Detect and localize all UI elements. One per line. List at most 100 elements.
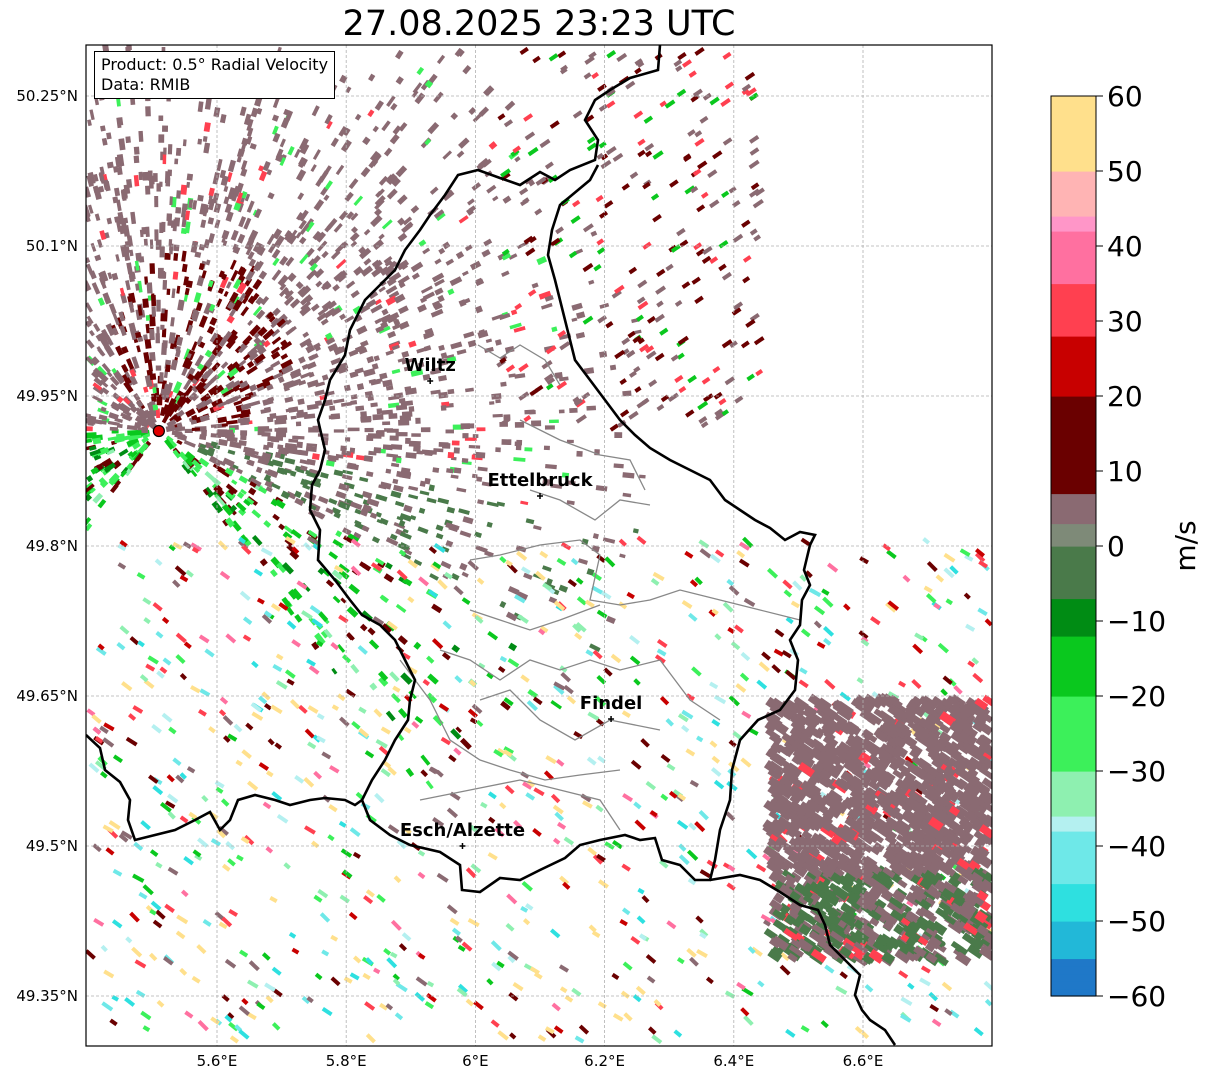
radar-gate	[752, 198, 764, 209]
radar-gate	[227, 1012, 235, 1020]
radar-gate	[779, 951, 790, 962]
radar-gate	[194, 853, 203, 861]
radar-gate	[973, 837, 987, 850]
radar-gate	[338, 482, 350, 492]
radar-gate	[374, 557, 385, 566]
radar-gate	[217, 400, 230, 408]
radar-gate	[614, 349, 626, 360]
radar-gate	[886, 549, 897, 560]
radar-gate	[151, 306, 157, 317]
radar-gate	[212, 334, 224, 347]
radar-gate	[762, 853, 772, 862]
radar-gate	[376, 893, 386, 903]
radar-gate	[401, 350, 410, 358]
radar-gate	[166, 774, 175, 783]
radar-gate	[390, 490, 402, 499]
radar-gate	[89, 109, 95, 121]
radar-gate	[133, 155, 140, 164]
radar-gate	[93, 187, 102, 200]
radar-gate	[457, 983, 469, 994]
radar-gate	[397, 357, 406, 363]
radar-gate	[200, 219, 207, 228]
radar-gate	[202, 367, 214, 380]
radar-gate	[610, 653, 622, 664]
radar-gate	[503, 697, 514, 707]
radar-gate	[383, 947, 392, 956]
radar-gate	[159, 222, 164, 234]
radar-gate	[137, 442, 149, 455]
radar-gate	[612, 840, 623, 850]
radar-gate	[699, 869, 711, 879]
radar-gate	[266, 233, 276, 246]
radar-gate	[390, 462, 400, 468]
radar-gate	[86, 280, 92, 292]
radar-gate	[684, 185, 696, 195]
radar-gate	[477, 466, 488, 472]
radar-gate	[179, 772, 187, 780]
radar-gate	[724, 990, 736, 999]
radar-gate	[378, 325, 391, 334]
radar-gate	[149, 328, 155, 341]
radar-gate	[138, 171, 143, 181]
radar-gate	[507, 658, 520, 668]
radar-gate	[325, 507, 334, 515]
radar-gate	[794, 882, 811, 897]
radar-gate	[407, 596, 415, 604]
radar-gate	[445, 429, 454, 434]
colorbar-segment	[1051, 561, 1096, 570]
radar-gate	[424, 138, 432, 146]
radar-gate	[622, 961, 633, 971]
radar-gate	[968, 743, 986, 758]
radar-gate	[774, 799, 790, 814]
radar-gate	[220, 798, 230, 807]
radar-gate	[938, 901, 955, 916]
colorbar-segment	[1051, 216, 1096, 225]
radar-gate	[681, 724, 690, 733]
colorbar-segment	[1051, 778, 1096, 787]
radar-gate	[90, 466, 99, 475]
radar-gate	[183, 439, 196, 448]
radar-gate	[398, 122, 408, 132]
radar-gate	[283, 862, 291, 870]
radar-gate	[338, 125, 348, 137]
radar-gate	[742, 255, 752, 263]
radar-gate	[122, 409, 132, 417]
colorbar-segment	[1051, 493, 1096, 502]
radar-gate	[221, 994, 230, 1003]
radar-gate	[119, 325, 127, 337]
radar-gate	[424, 79, 434, 89]
radar-gate	[440, 405, 447, 411]
radar-gate	[592, 649, 603, 660]
radar-gate	[134, 415, 148, 427]
radar-gate	[86, 302, 93, 313]
radar-gate	[350, 289, 360, 299]
radar-gate	[955, 805, 970, 818]
radar-gate	[307, 529, 318, 539]
radar-gate	[584, 55, 595, 65]
radar-gate	[532, 696, 543, 706]
radar-gate	[612, 1013, 624, 1022]
radar-gate	[402, 216, 413, 226]
radar-gate	[257, 326, 268, 337]
radar-gate	[267, 243, 277, 254]
radar-gate	[397, 635, 408, 645]
radar-gate	[371, 266, 384, 278]
radar-gate	[574, 632, 583, 640]
radar-gate	[332, 284, 340, 292]
radar-gate	[903, 709, 920, 725]
radar-gate	[740, 1007, 750, 1017]
radar-gate	[414, 991, 426, 1002]
radar-gate	[913, 945, 927, 958]
radar-gate	[272, 513, 280, 521]
radar-gate	[225, 380, 237, 391]
radar-gate	[854, 818, 872, 832]
radar-gate	[768, 760, 784, 773]
radar-gate	[100, 420, 107, 425]
radar-gate	[386, 277, 397, 287]
radar-gate	[908, 921, 921, 934]
radar-gate	[688, 822, 697, 831]
radar-gate	[348, 349, 359, 357]
radar-gate	[306, 996, 314, 1004]
radar-gate	[378, 233, 385, 240]
radar-gate	[767, 948, 783, 963]
